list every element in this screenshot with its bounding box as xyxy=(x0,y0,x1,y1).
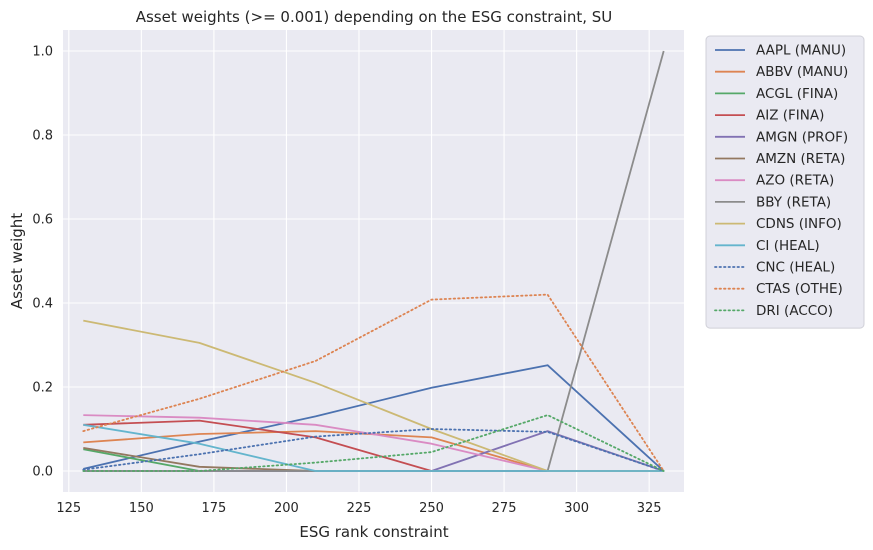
x-axis-label: ESG rank constraint xyxy=(299,523,448,541)
series-line-12 xyxy=(82,414,665,472)
y-tick-label: 0.6 xyxy=(32,213,53,228)
x-tick-label: 150 xyxy=(129,501,154,516)
legend-label: AIZ (FINA) xyxy=(756,108,824,124)
series-line-11 xyxy=(82,293,665,472)
x-tick-label: 250 xyxy=(419,501,444,516)
legend-label: CI (HEAL) xyxy=(756,238,820,254)
x-tick-label: 200 xyxy=(274,501,299,516)
plot-area xyxy=(63,30,684,492)
x-tick-label: 325 xyxy=(637,501,662,516)
legend-label: ABBV (MANU) xyxy=(756,64,848,80)
y-tick-label: 0.8 xyxy=(32,129,53,144)
y-tick-label: 0.4 xyxy=(32,297,53,312)
x-tick-label: 300 xyxy=(564,501,589,516)
legend-label: ACGL (FINA) xyxy=(756,86,838,102)
series-line-10 xyxy=(82,428,665,472)
series-line-9 xyxy=(83,423,664,472)
legend-label: CDNS (INFO) xyxy=(756,216,842,232)
legend-label: BBY (RETA) xyxy=(756,194,831,210)
y-axis-label: Asset weight xyxy=(8,213,26,309)
legend-label: AZO (RETA) xyxy=(756,173,834,189)
y-tick-label: 1.0 xyxy=(32,45,53,60)
x-tick-label: 175 xyxy=(201,501,226,516)
legend-label: AMZN (RETA) xyxy=(756,151,845,167)
x-tick-label: 275 xyxy=(492,501,517,516)
legend-label: AMGN (PROF) xyxy=(756,129,848,145)
y-tick-label: 0.0 xyxy=(32,465,53,480)
legend: AAPL (MANU) ABBV (MANU) ACGL (FINA) AIZ (FI… xyxy=(705,35,865,329)
legend-label: AAPL (MANU) xyxy=(756,43,846,59)
chart-title: Asset weights (>= 0.001) depending on th… xyxy=(136,8,613,26)
series-lines xyxy=(82,50,665,472)
legend-label: CNC (HEAL) xyxy=(756,260,835,276)
x-tick-label: 225 xyxy=(347,501,372,516)
y-tick-label: 0.2 xyxy=(32,381,53,396)
series-line-0 xyxy=(83,364,665,472)
legend-box xyxy=(705,35,865,329)
x-tick-label: 125 xyxy=(56,501,81,516)
tick-labels: 125 150 175 200 225 250 275 300 325 0.0 0.2 0.4 0.6 0… xyxy=(32,45,661,517)
legend-label: CTAS (OTHE) xyxy=(756,281,843,297)
legend-label: DRI (ACCO) xyxy=(756,303,833,319)
